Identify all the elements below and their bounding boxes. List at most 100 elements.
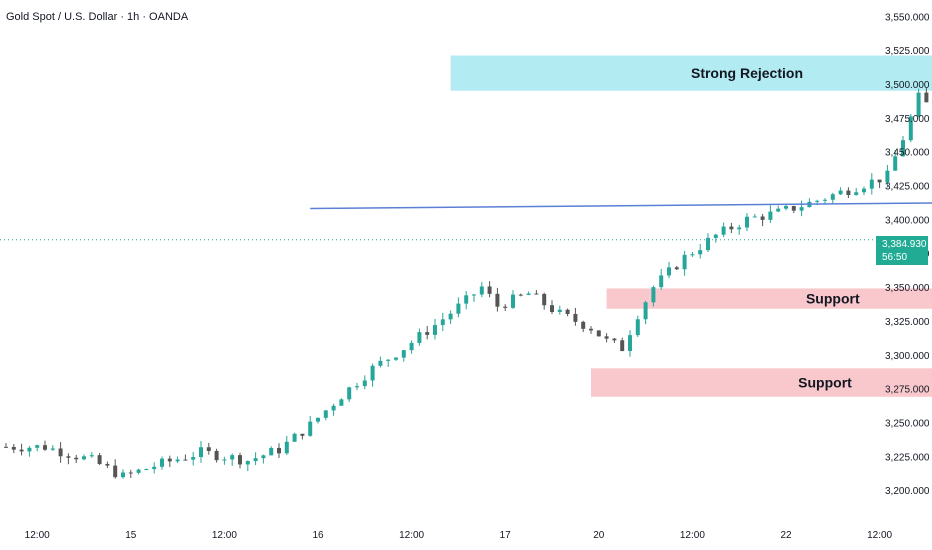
- candle-body: [518, 294, 523, 296]
- candle-body: [136, 469, 141, 473]
- candle-body: [370, 365, 375, 381]
- candle-body: [596, 330, 601, 337]
- y-tick-label: 3,550.000: [885, 12, 930, 23]
- candle-body: [877, 179, 882, 183]
- candle-body: [706, 237, 710, 251]
- candle-body: [409, 342, 414, 351]
- candle-body: [308, 421, 313, 436]
- candle-body: [916, 92, 921, 117]
- candle-body: [105, 463, 110, 466]
- candle-body: [729, 226, 734, 230]
- candle-body: [245, 461, 250, 465]
- candle-body: [362, 380, 367, 387]
- candle-body: [74, 457, 79, 460]
- bar-countdown: 56:50: [882, 252, 908, 263]
- candle-body: [472, 294, 476, 296]
- candle-body: [269, 447, 274, 456]
- candle-body: [167, 458, 172, 462]
- x-tick-label: 12:00: [212, 530, 237, 541]
- lines-layer: [0, 200, 932, 241]
- candle-body: [846, 190, 851, 195]
- candle-body: [495, 293, 500, 307]
- rejection-zone[interactable]: [450, 55, 932, 91]
- candle-body: [183, 459, 188, 461]
- candle-body: [550, 305, 554, 312]
- candle-body: [901, 140, 905, 157]
- candle-body: [924, 92, 929, 103]
- candle-body: [222, 459, 227, 461]
- resistance-trendline[interactable]: [310, 200, 932, 210]
- candle-body: [752, 216, 757, 218]
- candle-body: [745, 216, 749, 228]
- candle-body: [589, 328, 593, 331]
- x-tick-label: 22: [780, 530, 792, 541]
- candle-body: [721, 226, 726, 235]
- candle-body: [152, 466, 157, 470]
- x-tick-label: 12:00: [680, 530, 705, 541]
- y-tick-label: 3,275.000: [885, 385, 930, 396]
- candle-body: [417, 332, 422, 343]
- y-tick-label: 3,225.000: [885, 452, 930, 463]
- y-tick-label: 3,450.000: [885, 148, 930, 159]
- candle-body: [230, 455, 235, 460]
- candle-body: [503, 306, 508, 308]
- candles-layer: [4, 87, 929, 479]
- chart-title: Gold Spot / U.S. Dollar · 1h · OANDA: [6, 11, 189, 23]
- candle-body: [113, 465, 118, 478]
- candle-body: [651, 287, 656, 303]
- candle-body: [791, 206, 796, 211]
- support-zone-1[interactable]: [606, 288, 932, 309]
- candle-body: [378, 360, 383, 366]
- candle-body: [401, 350, 406, 358]
- candle-body: [869, 179, 874, 189]
- x-tick-label: 12:00: [399, 530, 424, 541]
- candle-body: [261, 455, 266, 459]
- candle-body: [635, 319, 640, 336]
- candle-body: [908, 116, 913, 141]
- support-zone-2[interactable]: [591, 368, 932, 397]
- candle-body: [581, 321, 586, 329]
- x-tick-label: 12:00: [25, 530, 50, 541]
- candle-body: [43, 445, 47, 450]
- candle-body: [35, 445, 40, 448]
- candle-body: [440, 319, 445, 326]
- candle-body: [682, 254, 687, 270]
- candle-body: [823, 199, 827, 201]
- x-tick-label: 17: [500, 530, 512, 541]
- candle-body: [386, 359, 391, 361]
- candle-body: [144, 469, 149, 471]
- x-tick-label: 12:00: [867, 530, 892, 541]
- candle-body: [199, 447, 203, 458]
- candle-body: [464, 295, 469, 304]
- candle-body: [191, 457, 196, 460]
- candle-body: [284, 441, 289, 454]
- candle-body: [433, 325, 437, 335]
- candle-body: [82, 456, 86, 460]
- candle-body: [316, 417, 320, 422]
- candle-body: [66, 456, 71, 458]
- candle-body: [355, 386, 359, 388]
- y-tick-label: 3,200.000: [885, 486, 930, 497]
- x-tick-label: 20: [593, 530, 605, 541]
- candle-body: [893, 156, 898, 171]
- candle-body: [815, 200, 820, 202]
- candle-body: [557, 309, 562, 312]
- candle-body: [238, 455, 242, 465]
- candle-body: [620, 340, 625, 352]
- candle-body: [534, 293, 539, 295]
- candle-body: [760, 216, 765, 220]
- candle-body: [456, 303, 461, 314]
- y-tick-label: 3,350.000: [885, 283, 930, 294]
- candle-body: [643, 302, 648, 320]
- x-tick-label: 15: [125, 530, 137, 541]
- y-tick-label: 3,525.000: [885, 46, 930, 57]
- y-tick-label: 3,425.000: [885, 182, 930, 193]
- candle-body: [713, 234, 718, 238]
- y-tick-label: 3,300.000: [885, 351, 930, 362]
- support-zone-label-2: Support: [798, 375, 852, 391]
- candle-body: [50, 448, 55, 450]
- candle-body: [160, 458, 164, 467]
- candle-body: [487, 286, 492, 294]
